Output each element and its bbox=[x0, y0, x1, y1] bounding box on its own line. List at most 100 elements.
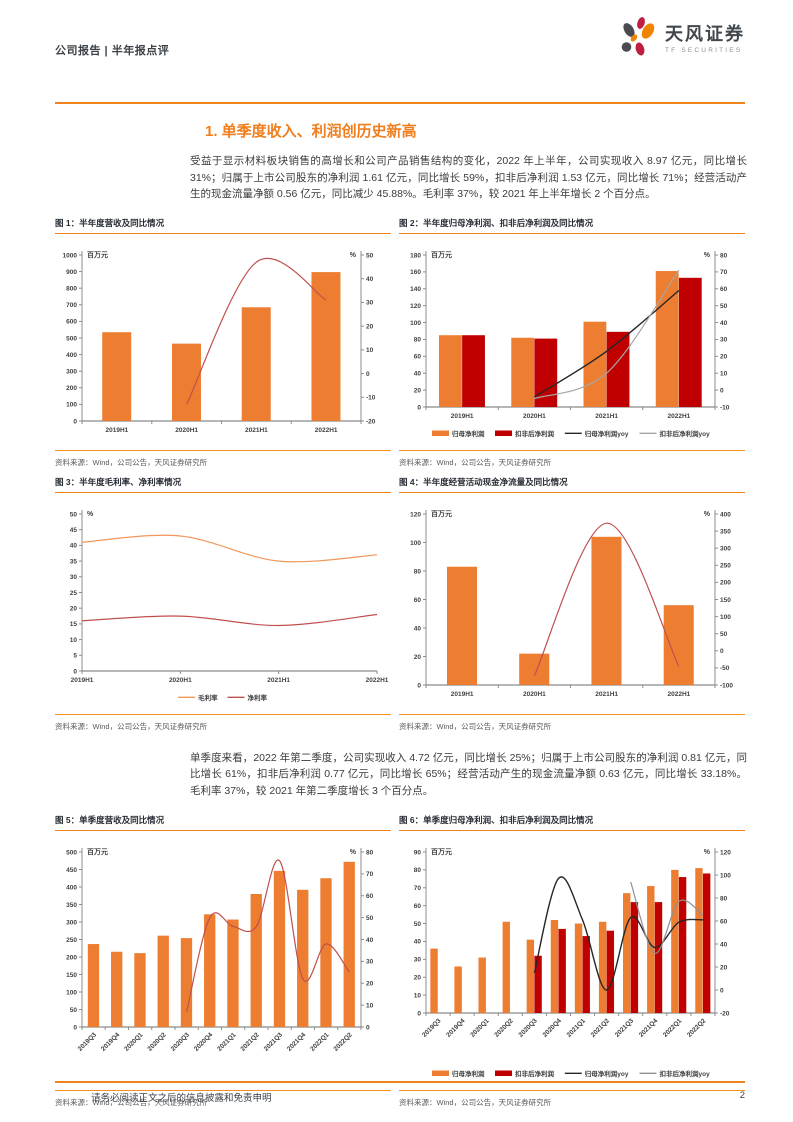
svg-text:0: 0 bbox=[73, 418, 77, 425]
svg-text:2020Q2: 2020Q2 bbox=[493, 1017, 515, 1039]
svg-text:80: 80 bbox=[414, 337, 422, 344]
svg-text:50: 50 bbox=[366, 252, 374, 259]
svg-text:%: % bbox=[704, 252, 711, 259]
svg-text:2019H1: 2019H1 bbox=[71, 677, 94, 684]
svg-text:200: 200 bbox=[720, 579, 731, 586]
figure-2: 图 2：半年度归母净利润、扣非后净利润及同比情况 0 20 40 60 80 100 120… bbox=[399, 217, 745, 468]
svg-text:450: 450 bbox=[66, 866, 77, 873]
page-footer: 请务必阅读正文之后的信息披露和免责申明 2 bbox=[55, 1081, 745, 1104]
svg-text:%: % bbox=[704, 511, 711, 518]
svg-text:2022H1: 2022H1 bbox=[667, 691, 690, 698]
logo-flower-icon bbox=[621, 17, 655, 56]
svg-text:250: 250 bbox=[720, 562, 731, 569]
svg-text:2020H1: 2020H1 bbox=[523, 691, 546, 698]
svg-text:-10: -10 bbox=[366, 394, 376, 401]
figure-1-caption: 图 1：半年度营收及同比情况 bbox=[55, 217, 165, 228]
figure-4-chart: 0 20 40 60 80 100 120 -100 -50 0 50 100 150 200 250 300… bbox=[399, 500, 745, 710]
svg-text:70: 70 bbox=[414, 885, 422, 892]
svg-text:30: 30 bbox=[70, 574, 78, 581]
svg-text:2021Q1: 2021Q1 bbox=[216, 1031, 238, 1053]
svg-text:100: 100 bbox=[410, 320, 421, 327]
svg-text:500: 500 bbox=[66, 849, 77, 856]
svg-text:160: 160 bbox=[410, 269, 421, 276]
svg-text:40: 40 bbox=[720, 320, 728, 327]
svg-text:15: 15 bbox=[70, 621, 78, 628]
svg-text:90: 90 bbox=[414, 849, 422, 856]
figure-6-source: 资料来源：Wind，公司公告，天风证券研究所 bbox=[399, 1089, 745, 1108]
svg-text:10: 10 bbox=[414, 992, 422, 999]
svg-text:2020H1: 2020H1 bbox=[175, 427, 198, 434]
svg-text:100: 100 bbox=[66, 989, 77, 996]
figure-5-source: 资料来源：Wind，公司公告，天风证券研究所 bbox=[55, 1089, 391, 1108]
svg-text:0: 0 bbox=[720, 387, 724, 394]
svg-text:10: 10 bbox=[366, 347, 374, 354]
svg-text:20: 20 bbox=[414, 654, 422, 661]
svg-text:20: 20 bbox=[414, 974, 422, 981]
svg-text:30: 30 bbox=[720, 337, 728, 344]
svg-text:80: 80 bbox=[366, 849, 374, 856]
svg-text:-100: -100 bbox=[720, 682, 733, 689]
svg-text:2022H1: 2022H1 bbox=[315, 427, 338, 434]
svg-text:20: 20 bbox=[70, 605, 78, 612]
svg-text:2020Q1: 2020Q1 bbox=[123, 1031, 145, 1053]
svg-text:100: 100 bbox=[410, 540, 421, 547]
svg-text:80: 80 bbox=[720, 895, 728, 902]
figure-3-chart: 0 5 10 15 20 25 30 35 40 45 50% 2019H1 2020H1 2021H1 2… bbox=[55, 500, 391, 710]
svg-text:2021Q4: 2021Q4 bbox=[638, 1017, 660, 1039]
svg-text:140: 140 bbox=[410, 286, 421, 293]
figure-2-caption: 图 2：半年度归母净利润、扣非后净利润及同比情况 bbox=[399, 217, 594, 228]
svg-text:800: 800 bbox=[66, 285, 77, 292]
svg-text:400: 400 bbox=[720, 511, 731, 518]
svg-text:0: 0 bbox=[366, 1024, 370, 1031]
figure-4-caption: 图 4：半年度经营活动现金净流量及同比情况 bbox=[399, 476, 568, 487]
svg-text:40: 40 bbox=[366, 936, 374, 943]
svg-text:2020H1: 2020H1 bbox=[523, 413, 546, 420]
svg-text:20: 20 bbox=[366, 980, 374, 987]
svg-text:-20: -20 bbox=[366, 418, 376, 425]
section-title: 1. 单季度收入、利润创历史新高 bbox=[205, 123, 417, 140]
svg-text:20: 20 bbox=[720, 964, 728, 971]
figure-3-source: 资料来源：Wind，公司公告，天风证券研究所 bbox=[55, 713, 391, 732]
figure-1-chart: 0 100 200 300 400 500 600 700 800 900 1000 -20 -10 0 1… bbox=[55, 241, 391, 446]
svg-text:10: 10 bbox=[70, 637, 78, 644]
svg-text:2021Q3: 2021Q3 bbox=[614, 1017, 636, 1039]
logo-text: 天风证券 TF SECURITIES bbox=[665, 20, 745, 54]
svg-text:扣非后净利润yoy: 扣非后净利润yoy bbox=[660, 429, 711, 438]
svg-text:50: 50 bbox=[366, 914, 374, 921]
svg-text:25: 25 bbox=[70, 590, 78, 597]
svg-text:80: 80 bbox=[720, 252, 728, 259]
svg-text:600: 600 bbox=[66, 318, 77, 325]
svg-text:2019H1: 2019H1 bbox=[451, 691, 474, 698]
svg-text:40: 40 bbox=[414, 625, 422, 632]
svg-text:40: 40 bbox=[414, 938, 422, 945]
svg-text:60: 60 bbox=[366, 893, 374, 900]
svg-text:2020Q4: 2020Q4 bbox=[193, 1031, 215, 1053]
svg-text:2022H1: 2022H1 bbox=[667, 413, 690, 420]
svg-text:60: 60 bbox=[414, 597, 422, 604]
svg-text:2021H1: 2021H1 bbox=[595, 691, 618, 698]
svg-text:2021H1: 2021H1 bbox=[245, 427, 268, 434]
svg-text:2020H1: 2020H1 bbox=[169, 677, 192, 684]
svg-text:0: 0 bbox=[720, 987, 724, 994]
svg-text:50: 50 bbox=[720, 631, 728, 638]
svg-text:100: 100 bbox=[720, 872, 731, 879]
svg-text:2022Q2: 2022Q2 bbox=[686, 1017, 708, 1039]
svg-text:归母净利润yoy: 归母净利润yoy bbox=[585, 429, 629, 438]
svg-text:50: 50 bbox=[720, 303, 728, 310]
svg-text:扣非后净利润yoy: 扣非后净利润yoy bbox=[660, 1069, 711, 1078]
svg-text:400: 400 bbox=[66, 884, 77, 891]
figure-2-source: 资料来源：Wind，公司公告，天风证券研究所 bbox=[399, 449, 745, 468]
svg-text:归母净利润: 归母净利润 bbox=[452, 1069, 485, 1078]
page-number: 2 bbox=[739, 1090, 745, 1101]
figure-6-caption: 图 6：单季度归母净利润、扣非后净利润及同比情况 bbox=[399, 814, 594, 825]
svg-text:100: 100 bbox=[720, 614, 731, 621]
svg-text:60: 60 bbox=[414, 353, 422, 360]
svg-text:50: 50 bbox=[414, 920, 422, 927]
paragraph-h1-summary: 受益于显示材料板块销售的高增长和公司产品销售结构的变化，2022 年上半年，公司… bbox=[190, 155, 747, 201]
svg-text:2019Q3: 2019Q3 bbox=[77, 1031, 99, 1053]
svg-text:60: 60 bbox=[720, 918, 728, 925]
figure-2-rule bbox=[399, 232, 745, 234]
svg-text:2019H1: 2019H1 bbox=[451, 413, 474, 420]
charts-row-1: 图 1：半年度营收及同比情况 0 100 200 300 400 500 600 700 800… bbox=[55, 217, 745, 468]
